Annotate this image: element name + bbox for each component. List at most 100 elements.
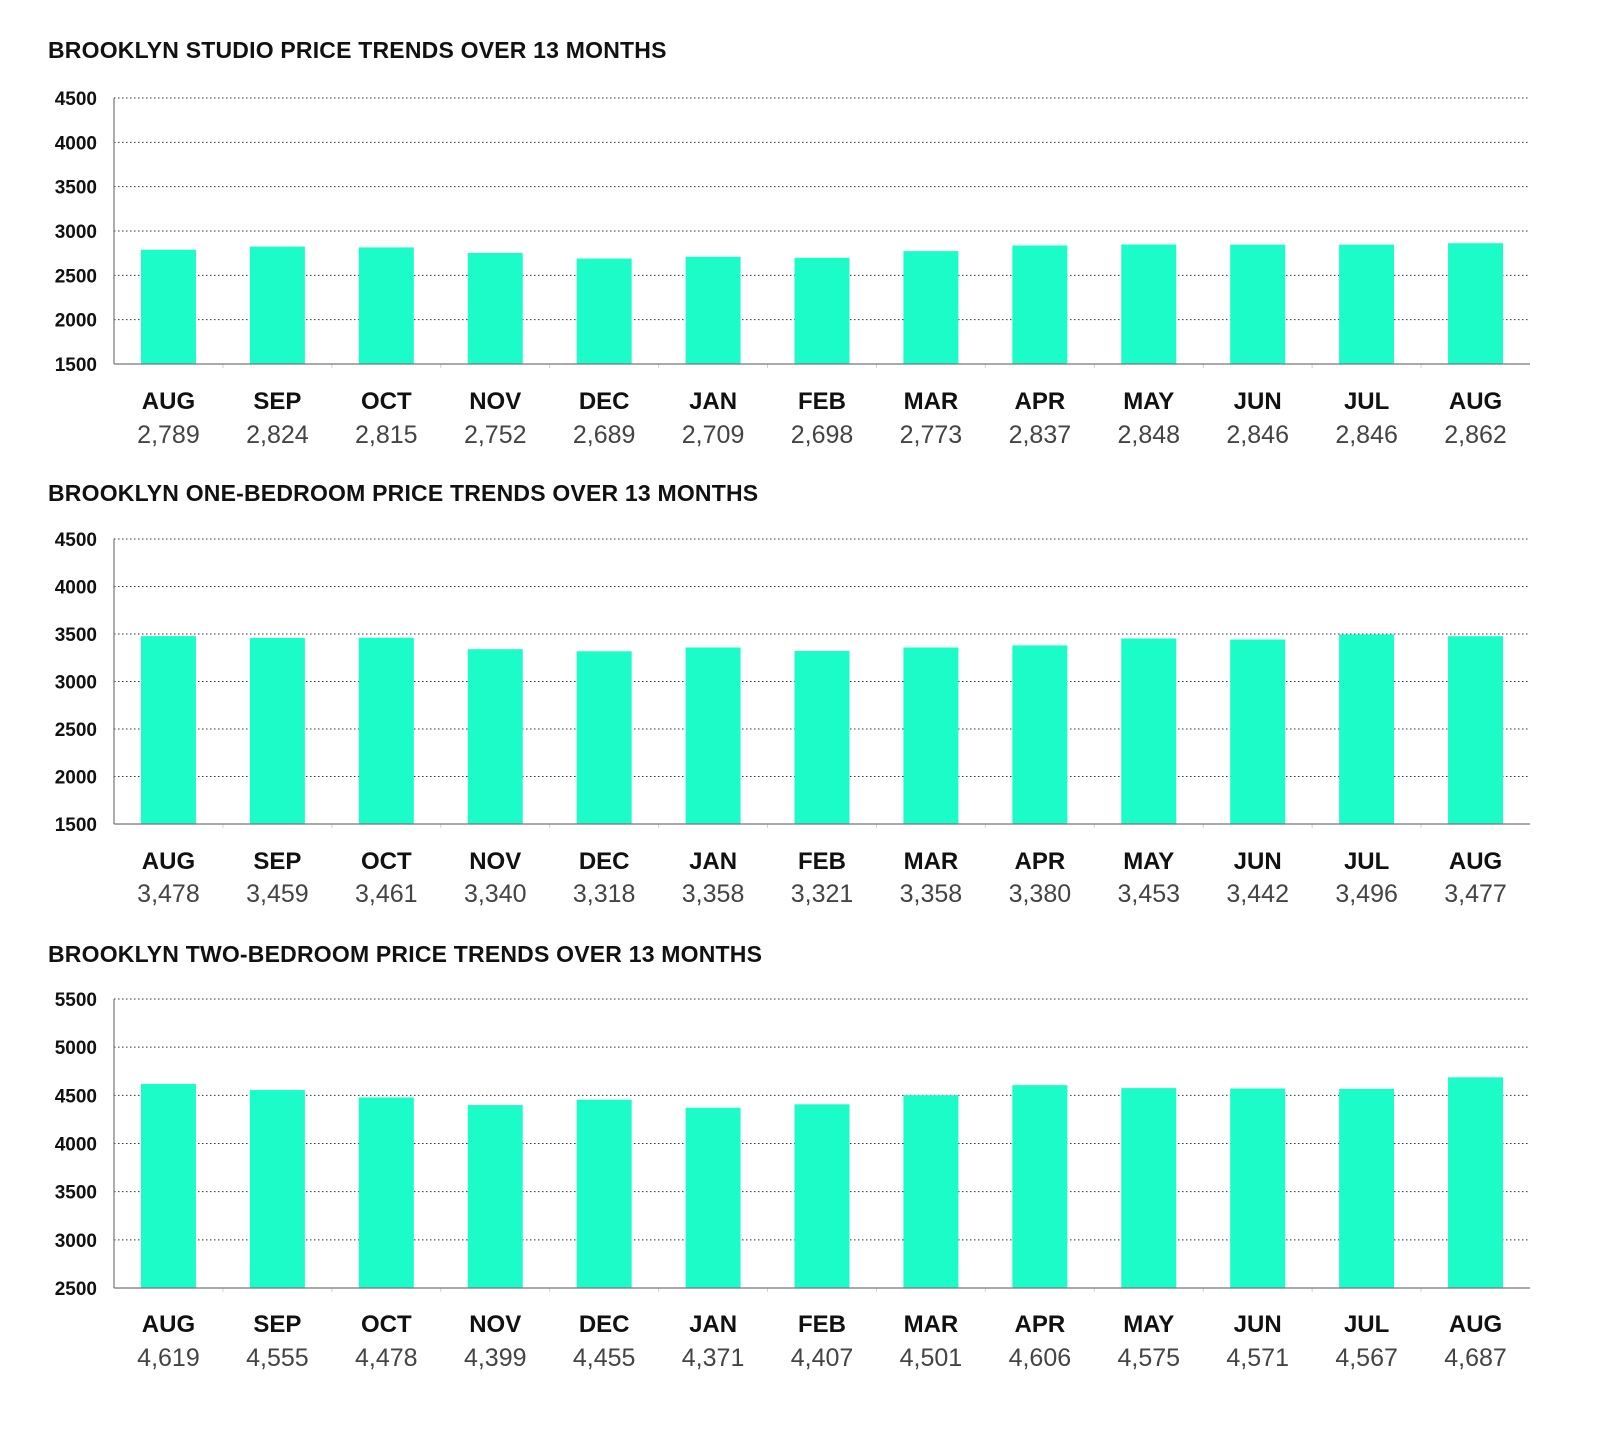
- category-label: MAY: [1123, 1311, 1174, 1338]
- data-label: 4,606: [1009, 1344, 1072, 1372]
- y-tick-label: 2000: [55, 311, 97, 332]
- bar: [576, 651, 632, 824]
- data-label: 3,477: [1444, 880, 1507, 908]
- category-label: JUN: [1234, 388, 1282, 415]
- y-tick-label: 4000: [55, 133, 97, 154]
- bar: [794, 1104, 850, 1288]
- category-label: JUN: [1234, 848, 1282, 875]
- bar: [576, 258, 632, 364]
- category-label: DEC: [579, 388, 630, 415]
- category-label: MAR: [904, 388, 959, 415]
- category-label: NOV: [469, 848, 521, 875]
- bar: [1121, 638, 1177, 824]
- category-label: APR: [1015, 1311, 1066, 1338]
- data-label: 3,478: [137, 880, 200, 908]
- bar: [685, 1107, 741, 1288]
- data-label: 3,358: [900, 880, 963, 908]
- y-tick-label: 3500: [55, 625, 97, 646]
- y-tick-label: 1500: [55, 355, 97, 376]
- y-tick-label: 1500: [55, 815, 97, 836]
- category-label: AUG: [1449, 388, 1502, 415]
- data-label: 2,689: [573, 421, 636, 449]
- bar: [140, 636, 196, 824]
- bar: [1339, 244, 1395, 364]
- category-label: JUL: [1344, 1311, 1389, 1338]
- category-label: MAR: [904, 848, 959, 875]
- bar: [140, 249, 196, 364]
- data-label: 4,455: [573, 1344, 636, 1372]
- category-label: JUL: [1344, 388, 1389, 415]
- data-label: 2,824: [246, 421, 309, 449]
- data-label: 2,862: [1444, 421, 1507, 449]
- chart-title: BROOKLYN ONE-BEDROOM PRICE TRENDS OVER 1…: [48, 480, 758, 506]
- y-tick-label: 4500: [55, 530, 97, 551]
- data-label: 2,709: [682, 421, 745, 449]
- y-tick-label: 4000: [55, 1135, 97, 1156]
- bar: [358, 1097, 414, 1288]
- data-label: 4,687: [1444, 1344, 1507, 1372]
- bar: [903, 251, 959, 364]
- y-tick-label: 2500: [55, 266, 97, 287]
- bar: [467, 649, 523, 824]
- category-label: NOV: [469, 1311, 521, 1338]
- bar: [1012, 1085, 1068, 1288]
- bar: [794, 257, 850, 364]
- data-label: 2,848: [1117, 421, 1180, 449]
- category-label: SEP: [253, 388, 301, 415]
- chart-title: BROOKLYN TWO-BEDROOM PRICE TRENDS OVER 1…: [48, 941, 762, 967]
- category-label: AUG: [142, 848, 195, 875]
- category-label: FEB: [798, 1311, 846, 1338]
- category-label: DEC: [579, 1311, 630, 1338]
- bar: [1012, 645, 1068, 824]
- y-tick-label: 2000: [55, 768, 97, 789]
- bar: [1448, 636, 1504, 824]
- category-label: MAY: [1123, 848, 1174, 875]
- bar: [249, 246, 305, 364]
- bar: [903, 647, 959, 824]
- bar: [249, 1090, 305, 1288]
- category-label: JUL: [1344, 848, 1389, 875]
- y-tick-label: 5500: [55, 990, 97, 1011]
- y-tick-label: 3500: [55, 178, 97, 199]
- bar: [1121, 1088, 1177, 1288]
- category-label: FEB: [798, 388, 846, 415]
- bar: [576, 1099, 632, 1288]
- data-label: 3,358: [682, 880, 745, 908]
- chart-title: BROOKLYN STUDIO PRICE TRENDS OVER 13 MON…: [48, 37, 667, 63]
- data-label: 3,453: [1117, 880, 1180, 908]
- y-tick-label: 3500: [55, 1183, 97, 1204]
- bar: [903, 1095, 959, 1288]
- data-label: 3,380: [1009, 880, 1072, 908]
- y-tick-label: 4000: [55, 578, 97, 599]
- bar: [1230, 639, 1286, 824]
- data-label: 4,407: [791, 1344, 854, 1372]
- data-label: 4,567: [1335, 1344, 1398, 1372]
- bar: [140, 1083, 196, 1288]
- data-label: 4,501: [900, 1344, 963, 1372]
- data-label: 2,773: [900, 421, 963, 449]
- y-tick-label: 3000: [55, 1231, 97, 1252]
- y-tick-label: 2500: [55, 720, 97, 741]
- data-label: 2,752: [464, 421, 527, 449]
- data-label: 3,340: [464, 880, 527, 908]
- data-label: 3,461: [355, 880, 418, 908]
- category-label: AUG: [1449, 848, 1502, 875]
- category-label: OCT: [361, 388, 412, 415]
- data-label: 3,442: [1226, 880, 1289, 908]
- data-label: 4,555: [246, 1344, 309, 1372]
- data-label: 4,571: [1226, 1344, 1289, 1372]
- bar: [1121, 244, 1177, 364]
- bar: [467, 252, 523, 364]
- y-tick-label: 3000: [55, 222, 97, 243]
- category-label: AUG: [142, 1311, 195, 1338]
- category-label: DEC: [579, 848, 630, 875]
- data-label: 2,846: [1226, 421, 1289, 449]
- category-label: SEP: [253, 848, 301, 875]
- chart-2: BROOKLYN ONE-BEDROOM PRICE TRENDS OVER 1…: [48, 480, 1530, 908]
- data-label: 2,815: [355, 421, 418, 449]
- data-label: 4,371: [682, 1344, 745, 1372]
- data-label: 2,789: [137, 421, 200, 449]
- data-label: 4,478: [355, 1344, 418, 1372]
- bar: [358, 247, 414, 364]
